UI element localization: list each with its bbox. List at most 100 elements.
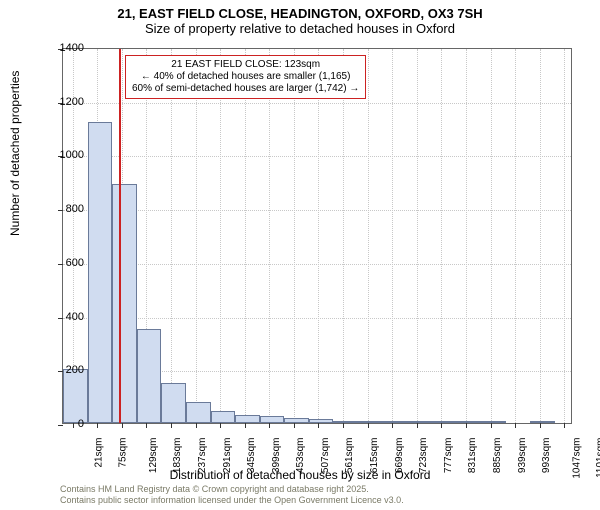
gridline-v: [564, 49, 565, 423]
xtick: [564, 423, 565, 428]
ytick-label: 1200: [44, 96, 84, 108]
ytick-label: 800: [44, 203, 84, 215]
gridline-v: [245, 49, 246, 423]
xtick: [245, 423, 246, 428]
histogram-bar: [383, 421, 408, 423]
xtick: [269, 423, 270, 428]
xtick-label: 561sqm: [345, 438, 356, 474]
xtick-label: 21sqm: [93, 438, 104, 468]
gridline-v: [515, 49, 516, 423]
xtick-label: 1047sqm: [571, 438, 582, 479]
histogram-bar: [481, 421, 506, 423]
xtick-label: 723sqm: [418, 438, 429, 474]
xtick-label: 453sqm: [295, 438, 306, 474]
gridline-v: [171, 49, 172, 423]
chart-title-address: 21, EAST FIELD CLOSE, HEADINGTON, OXFORD…: [0, 6, 600, 21]
xtick: [392, 423, 393, 428]
gridline-v: [392, 49, 393, 423]
histogram-bar: [211, 411, 236, 423]
histogram-bar: [432, 421, 457, 423]
histogram-bar: [235, 415, 260, 423]
histogram-bar: [186, 402, 211, 423]
marker-line: [119, 49, 121, 423]
gridline-v: [540, 49, 541, 423]
xtick: [196, 423, 197, 428]
xtick: [466, 423, 467, 428]
ytick-label: 1400: [44, 42, 84, 54]
ytick-label: 1000: [44, 149, 84, 161]
histogram-bar: [530, 421, 555, 423]
callout-line2: ← 40% of detached houses are smaller (1,…: [132, 71, 359, 83]
gridline-v: [294, 49, 295, 423]
plot-area: 21 EAST FIELD CLOSE: 123sqm← 40% of deta…: [62, 48, 572, 424]
xtick-label: 885sqm: [492, 438, 503, 474]
histogram-bar: [309, 419, 334, 423]
histogram-bar: [260, 416, 285, 423]
xtick-label: 183sqm: [172, 438, 183, 474]
xtick-label: 399sqm: [271, 438, 282, 474]
xtick-label: 507sqm: [320, 438, 331, 474]
histogram-bar: [358, 421, 383, 423]
gridline-v: [417, 49, 418, 423]
xtick-label: 669sqm: [394, 438, 405, 474]
chart-area: 21 EAST FIELD CLOSE: 123sqm← 40% of deta…: [62, 48, 572, 424]
xtick: [441, 423, 442, 428]
chart-title-desc: Size of property relative to detached ho…: [0, 21, 600, 36]
ytick-label: 0: [44, 418, 84, 430]
xtick-label: 939sqm: [517, 438, 528, 474]
ytick-label: 200: [44, 364, 84, 376]
gridline-v: [441, 49, 442, 423]
gridline-v: [318, 49, 319, 423]
callout-line3: 60% of semi-detached houses are larger (…: [132, 83, 359, 95]
xtick-label: 345sqm: [246, 438, 257, 474]
footer-line1: Contains HM Land Registry data © Crown c…: [60, 484, 404, 495]
xtick: [97, 423, 98, 428]
xtick-label: 129sqm: [148, 438, 159, 474]
callout-box: 21 EAST FIELD CLOSE: 123sqm← 40% of deta…: [125, 55, 366, 99]
xtick: [491, 423, 492, 428]
xtick: [318, 423, 319, 428]
xtick: [515, 423, 516, 428]
gridline-v: [196, 49, 197, 423]
xtick: [368, 423, 369, 428]
xtick-label: 1101sqm: [595, 438, 600, 478]
xtick-label: 75sqm: [118, 438, 129, 468]
histogram-bar: [284, 418, 309, 423]
footer-line2: Contains public sector information licen…: [60, 495, 404, 506]
xtick-label: 777sqm: [443, 438, 454, 474]
histogram-bar: [63, 369, 88, 423]
xtick: [220, 423, 221, 428]
histogram-bar: [161, 383, 186, 423]
footer-attribution: Contains HM Land Registry data © Crown c…: [60, 484, 404, 510]
gridline-v: [343, 49, 344, 423]
gridline-v: [368, 49, 369, 423]
xtick: [171, 423, 172, 428]
xtick: [294, 423, 295, 428]
gridline-v: [220, 49, 221, 423]
histogram-bar: [137, 329, 162, 423]
gridline-v: [269, 49, 270, 423]
histogram-bar: [88, 122, 113, 423]
gridline-h: [63, 210, 571, 211]
gridline-v: [491, 49, 492, 423]
y-axis-label: Number of detached properties: [8, 71, 22, 236]
xtick: [343, 423, 344, 428]
ytick-label: 600: [44, 257, 84, 269]
gridline-h: [63, 156, 571, 157]
xtick-label: 237sqm: [197, 438, 208, 474]
xtick: [122, 423, 123, 428]
histogram-bar: [112, 184, 137, 423]
gridline-h: [63, 318, 571, 319]
gridline-v: [466, 49, 467, 423]
xtick: [146, 423, 147, 428]
xtick: [540, 423, 541, 428]
xtick-label: 993sqm: [541, 438, 552, 474]
xtick-label: 615sqm: [369, 438, 380, 474]
histogram-bar: [333, 421, 358, 423]
histogram-bar: [407, 421, 432, 423]
xtick-label: 831sqm: [467, 438, 478, 474]
gridline-h: [63, 103, 571, 104]
histogram-bar: [456, 421, 481, 423]
callout-line1: 21 EAST FIELD CLOSE: 123sqm: [132, 59, 359, 71]
xtick: [417, 423, 418, 428]
